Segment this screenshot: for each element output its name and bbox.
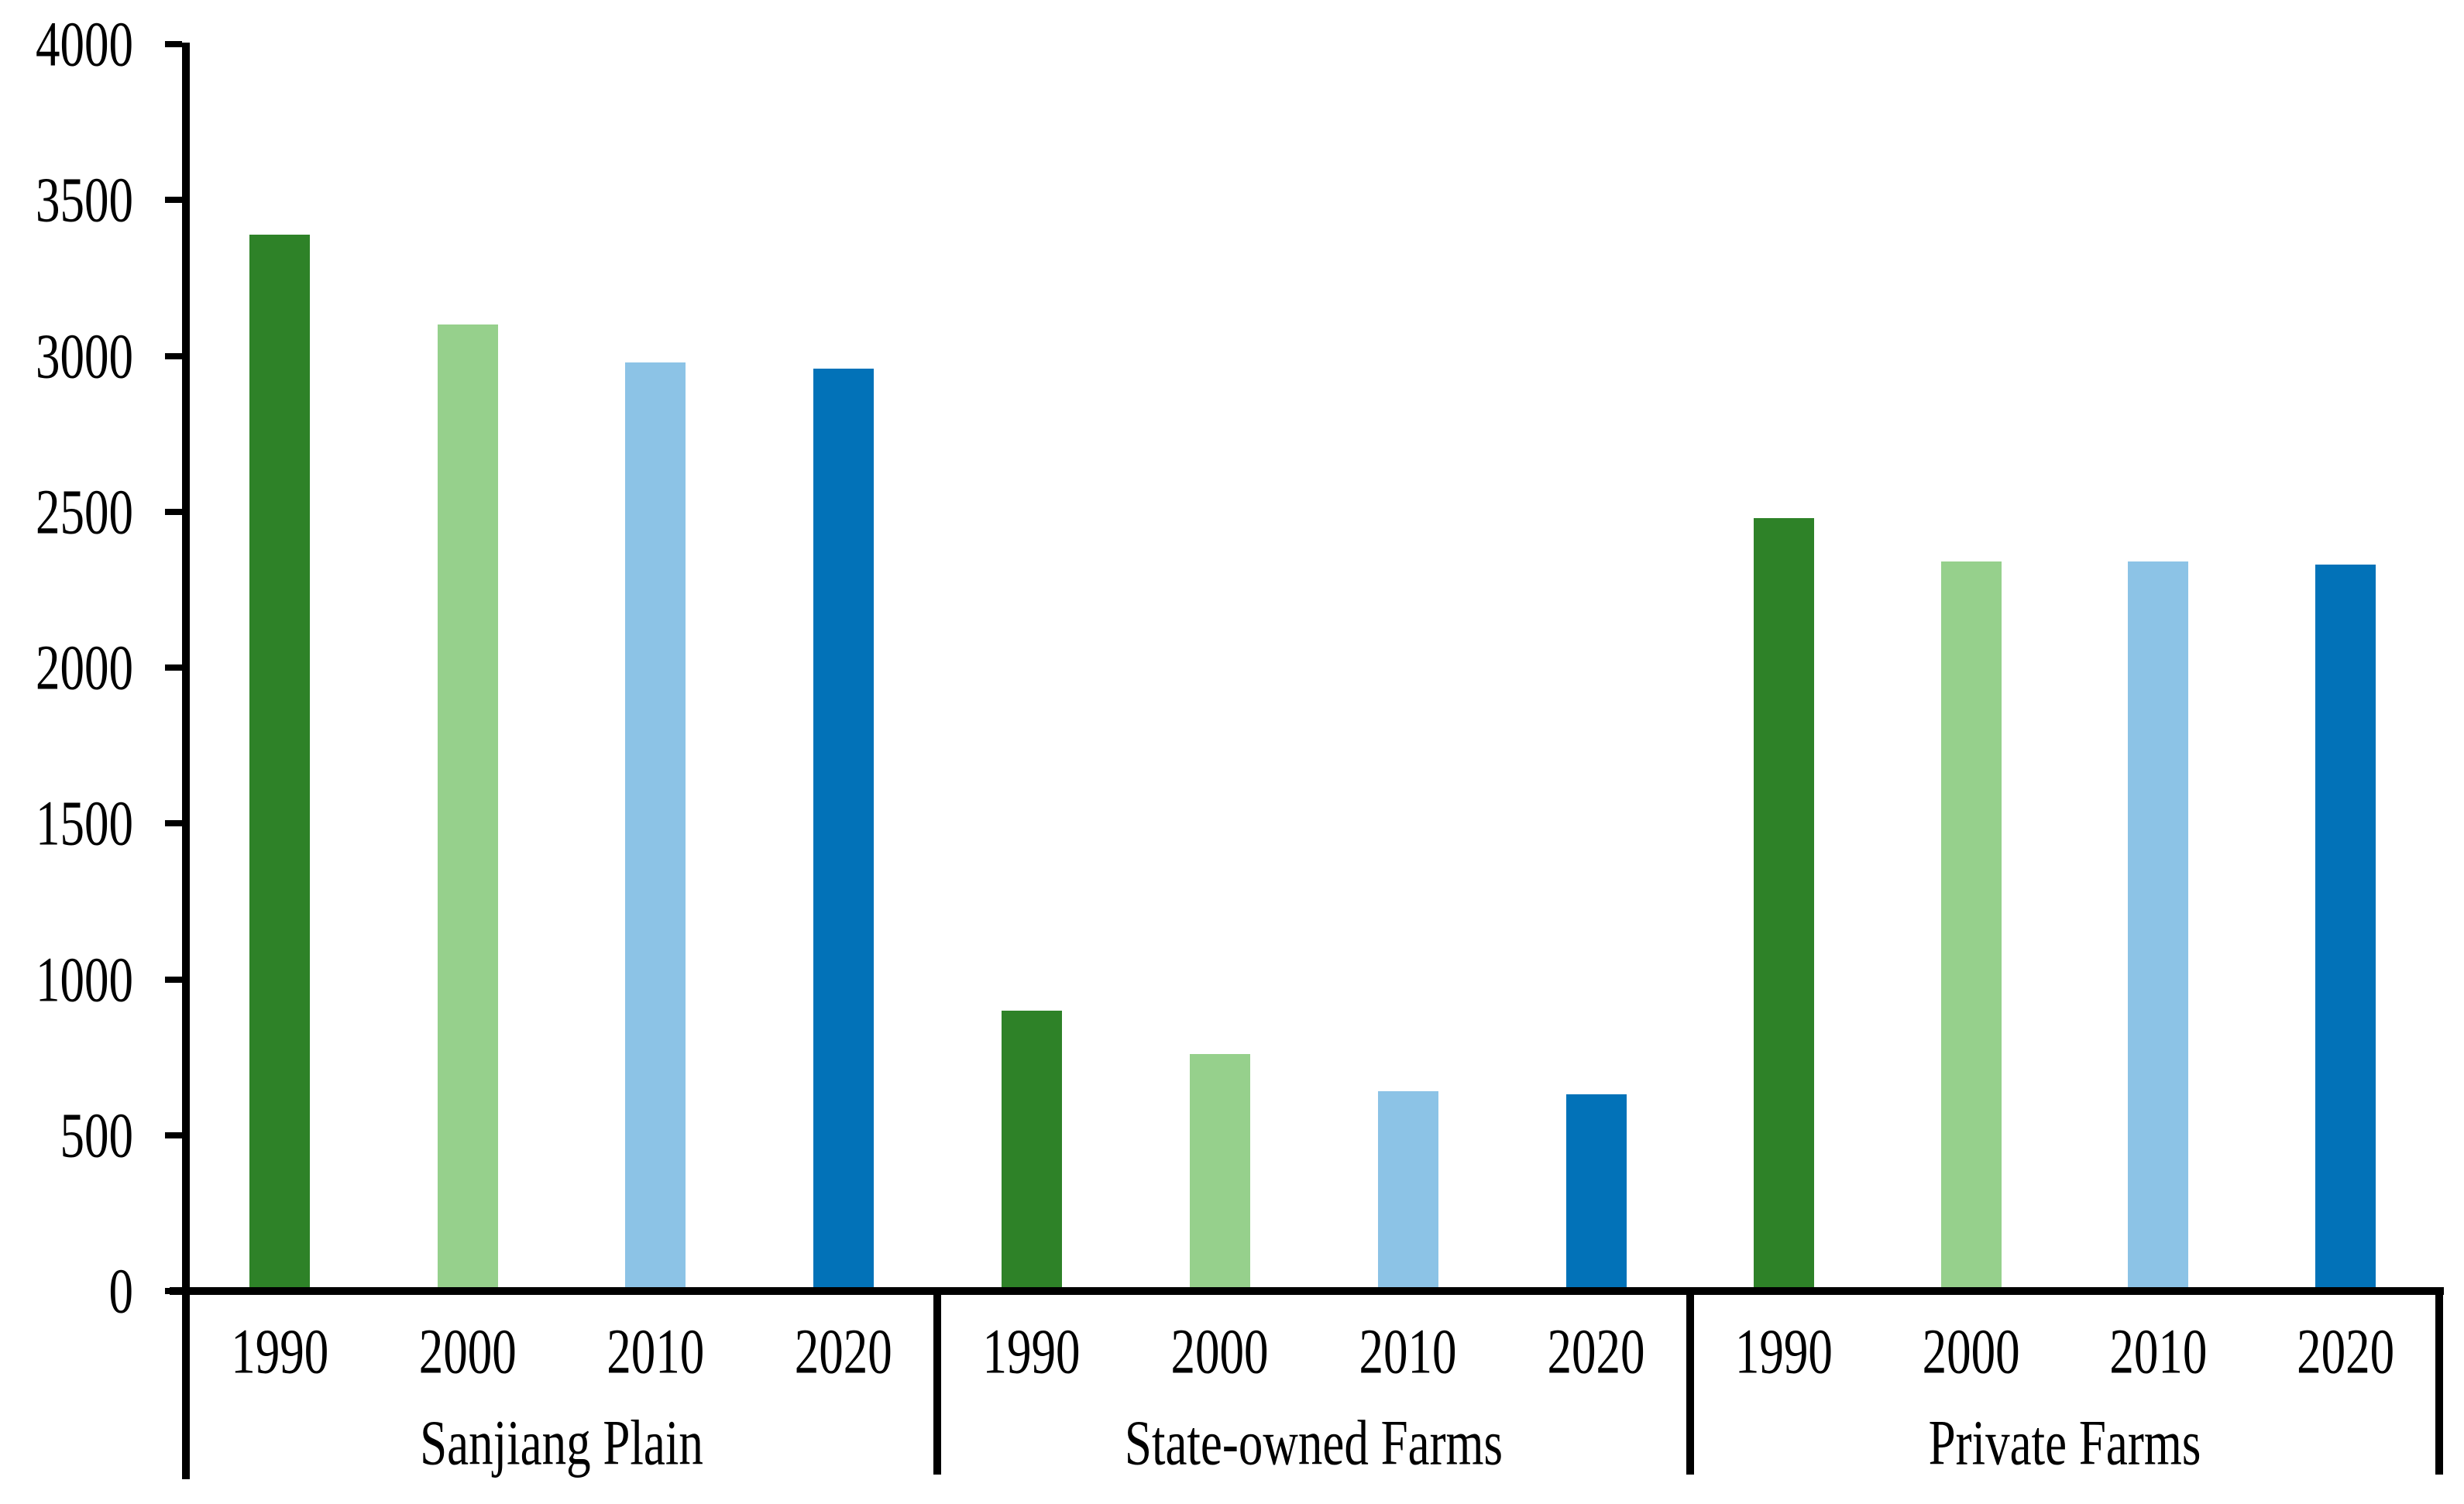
y-axis-tick-label: 2500	[36, 476, 133, 548]
y-axis-tick	[165, 976, 182, 983]
x-tick-label-state-owned-farms-2010: 2010	[1359, 1315, 1457, 1388]
group-divider	[1686, 1287, 1694, 1475]
x-tick-label-sanjiang-plain-2010: 2010	[607, 1315, 705, 1388]
y-axis-tick	[165, 820, 182, 827]
x-tick-label-sanjiang-plain-2020: 2020	[794, 1315, 892, 1388]
x-tick-label-sanjiang-plain-1990: 1990	[231, 1315, 329, 1388]
y-axis-tick	[165, 197, 182, 204]
x-tick-label-state-owned-farms-2020: 2020	[1547, 1315, 1645, 1388]
group-label-state-owned-farms: State-owned Farms	[1124, 1406, 1503, 1479]
group-divider	[2435, 1287, 2443, 1475]
bar-private-farms-2020	[2315, 565, 2376, 1295]
y-axis-tick-label: 2000	[36, 631, 133, 704]
group-label-private-farms: Private Farms	[1928, 1406, 2201, 1479]
bar-state-owned-farms-2000	[1189, 1054, 1250, 1295]
group-label-sanjiang-plain: Sanjiang Plain	[420, 1406, 703, 1479]
y-axis-tick-label: 3000	[36, 320, 133, 392]
y-axis-tick-label: 1500	[36, 788, 133, 860]
bar-sanjiang-plain-2020	[813, 368, 874, 1295]
y-axis-tick-label: 4000	[36, 8, 133, 81]
x-tick-label-private-farms-2020: 2020	[2297, 1315, 2395, 1388]
bar-state-owned-farms-1990	[1001, 1010, 1062, 1295]
x-tick-label-state-owned-farms-1990: 1990	[982, 1315, 1081, 1388]
group-divider	[933, 1287, 941, 1475]
y-axis-tick-label: 500	[60, 1099, 134, 1171]
y-axis-tick	[165, 1131, 182, 1138]
bar-sanjiang-plain-2010	[625, 362, 686, 1295]
y-axis-tick	[165, 352, 182, 359]
bar-private-farms-2000	[1940, 561, 2002, 1295]
x-tick-label-private-farms-1990: 1990	[1734, 1315, 1833, 1388]
bar-sanjiang-plain-2000	[437, 324, 498, 1295]
x-axis-line	[170, 1287, 2444, 1295]
x-tick-label-sanjiang-plain-2000: 2000	[418, 1315, 517, 1388]
x-tick-label-private-farms-2010: 2010	[2109, 1315, 2208, 1388]
bar-private-farms-1990	[1753, 517, 1814, 1295]
y-axis-tick-label: 1000	[36, 943, 133, 1015]
bar-sanjiang-plain-1990	[249, 234, 311, 1295]
bar-state-owned-farms-2020	[1565, 1094, 1627, 1295]
bar-private-farms-2010	[2128, 561, 2189, 1295]
x-tick-label-state-owned-farms-2000: 2000	[1170, 1315, 1269, 1388]
y-axis-tick	[165, 664, 182, 671]
y-axis-tick-label: 3500	[36, 164, 133, 236]
y-axis-tick	[165, 508, 182, 515]
y-axis-tick	[165, 41, 182, 47]
y-axis-tick	[165, 1288, 182, 1294]
bar-state-owned-farms-2010	[1377, 1091, 1438, 1295]
y-axis-tick-label: 0	[108, 1255, 134, 1327]
x-tick-label-private-farms-2000: 2000	[1922, 1315, 2020, 1388]
y-axis-line	[182, 43, 190, 1479]
